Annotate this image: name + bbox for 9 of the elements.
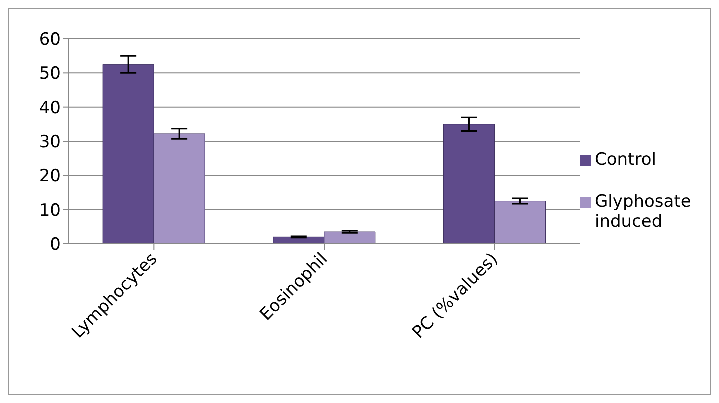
- y-tick-label: 0: [50, 235, 61, 256]
- y-tick-label: 60: [39, 30, 61, 50]
- legend-label: Glyphosate induced: [595, 192, 692, 232]
- y-tick-label: 40: [39, 98, 61, 118]
- legend-label: Control: [595, 150, 656, 170]
- y-tick-label: 30: [39, 132, 61, 153]
- y-tick-label: 10: [39, 200, 61, 221]
- y-tick-label: 50: [39, 64, 61, 84]
- y-tick-label: 20: [39, 166, 61, 187]
